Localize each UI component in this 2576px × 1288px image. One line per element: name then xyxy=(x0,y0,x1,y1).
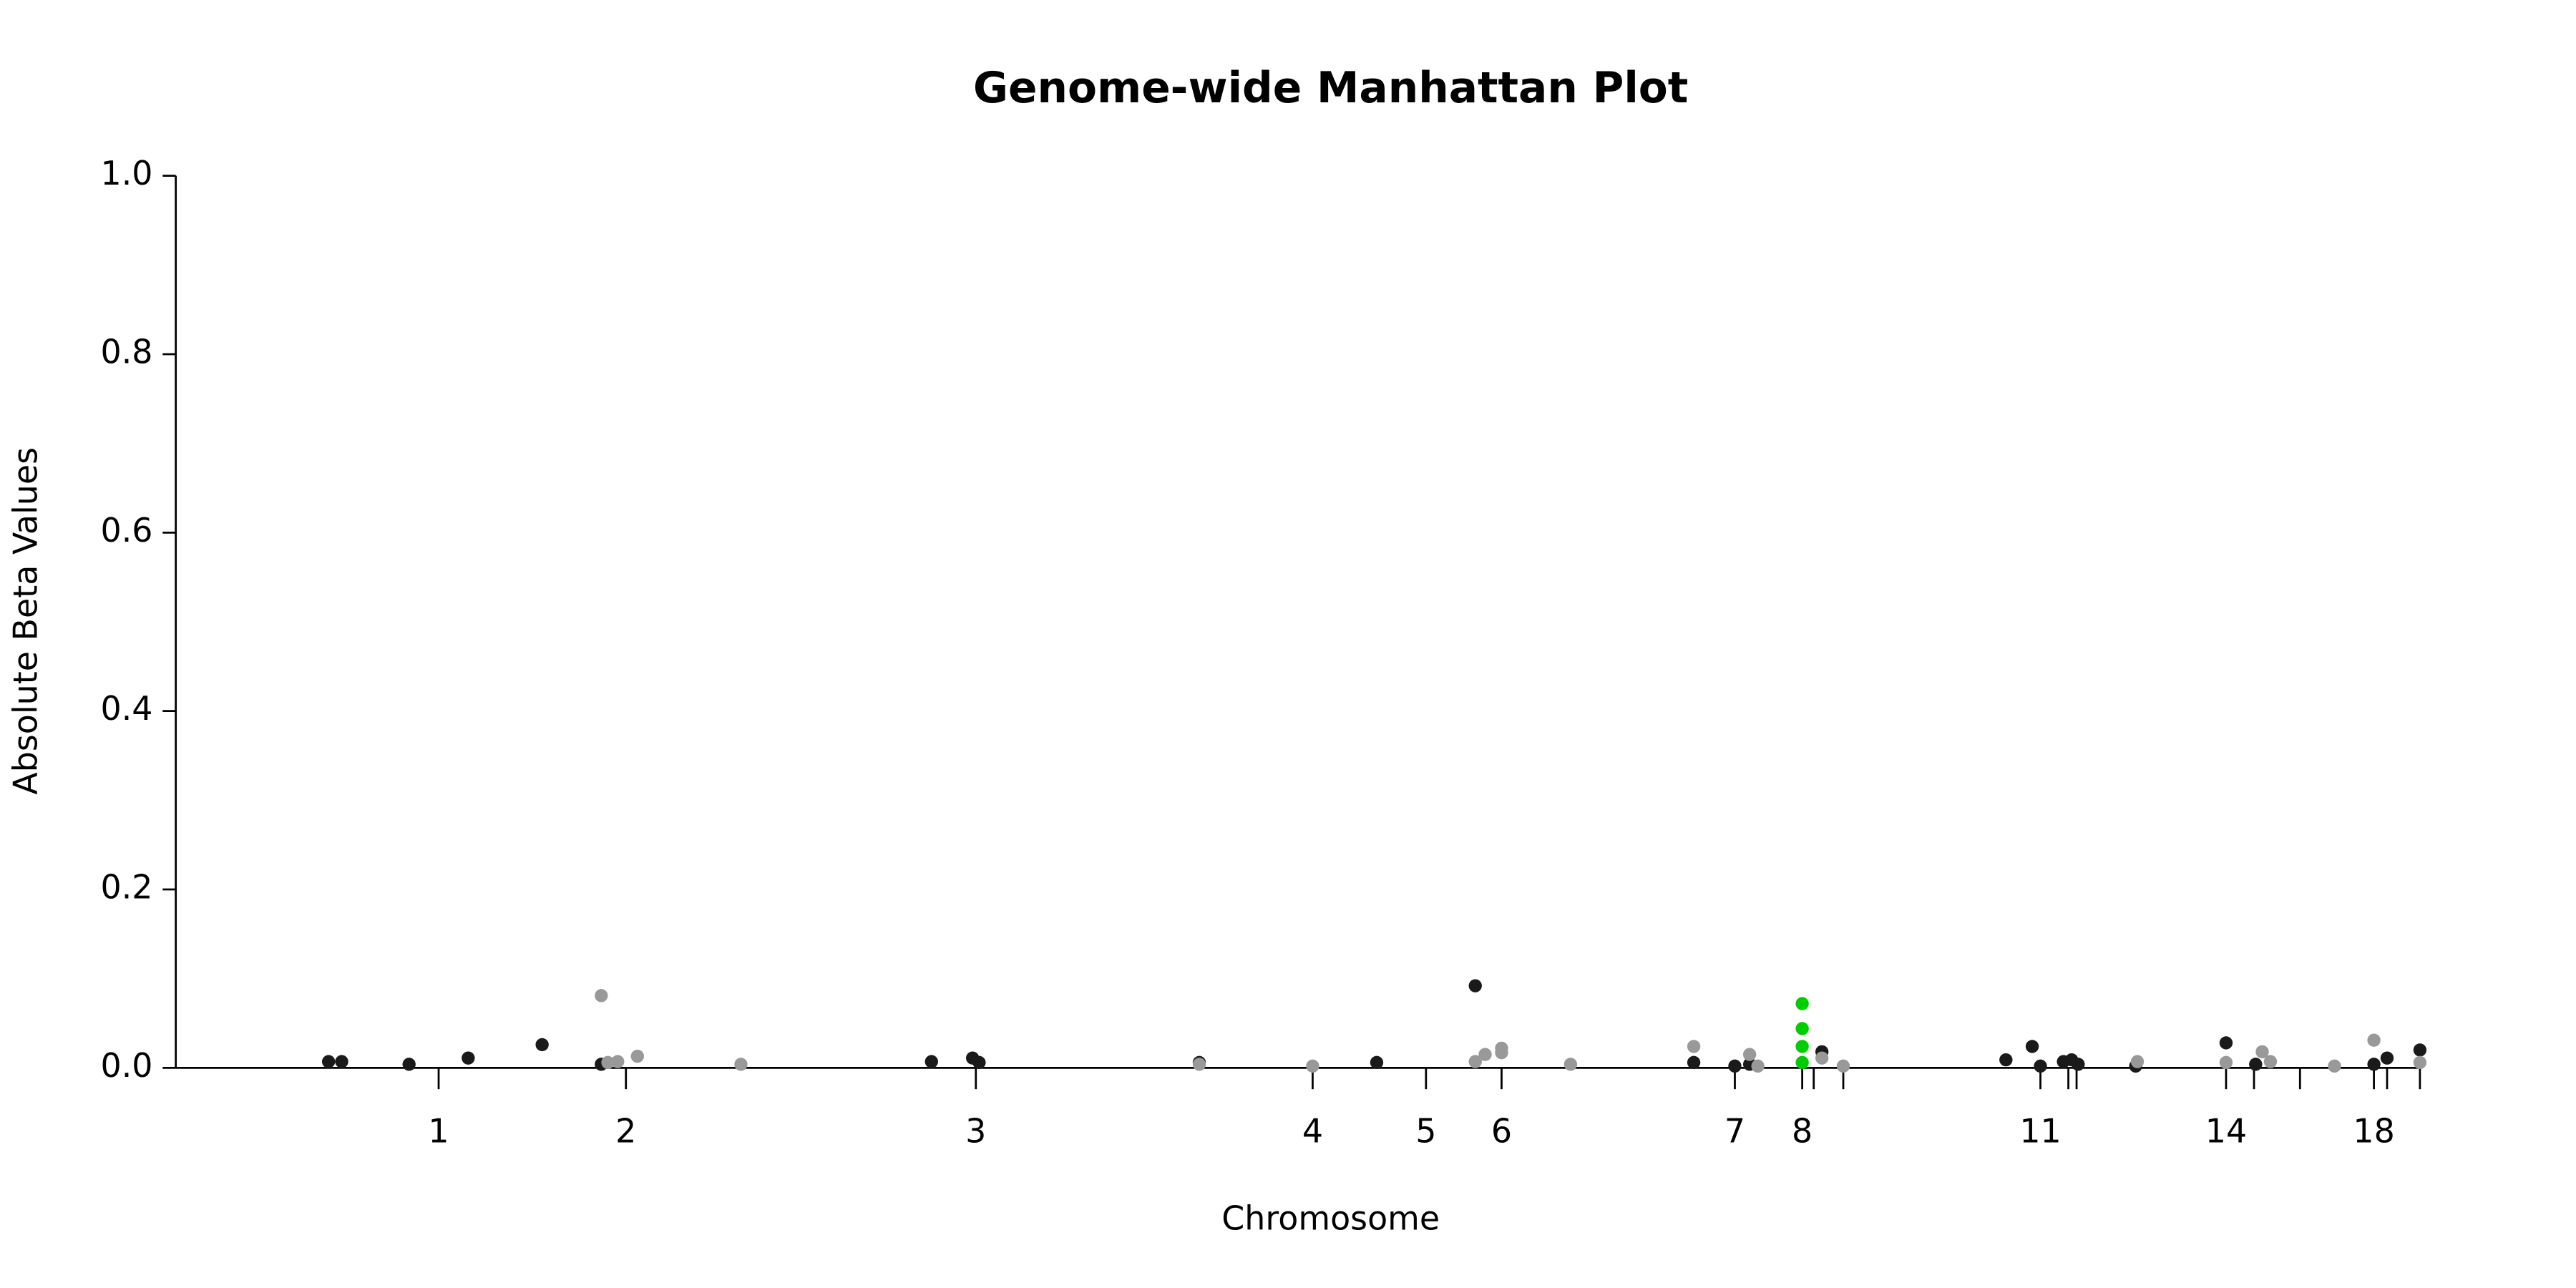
point xyxy=(1795,1055,1809,1070)
point xyxy=(2413,1055,2427,1070)
point xyxy=(1687,1055,1701,1070)
point xyxy=(1728,1059,1742,1073)
point xyxy=(2328,1059,2341,1073)
x-tick-label: 7 xyxy=(1724,1112,1745,1151)
y-tick-label: 0.8 xyxy=(101,333,153,371)
point xyxy=(595,989,608,1002)
point xyxy=(1751,1059,1765,1073)
point xyxy=(1687,1040,1701,1053)
point xyxy=(2219,1036,2233,1050)
point xyxy=(2413,1043,2427,1057)
point xyxy=(322,1055,336,1068)
y-axis-label: Absolute Beta Values xyxy=(6,447,45,795)
point xyxy=(2034,1059,2047,1073)
point xyxy=(734,1058,748,1071)
point xyxy=(2025,1040,2039,1053)
point xyxy=(972,1055,986,1070)
point xyxy=(2249,1058,2263,1071)
point xyxy=(1836,1059,1850,1073)
point xyxy=(1795,1022,1809,1035)
point xyxy=(1563,1058,1578,1071)
x-tick-label: 4 xyxy=(1302,1112,1323,1151)
y-tick-label: 0.6 xyxy=(101,511,153,550)
y-tick-label: 1.0 xyxy=(101,154,153,192)
point xyxy=(1192,1058,1206,1071)
x-tick-label: 14 xyxy=(2205,1112,2247,1151)
point xyxy=(1999,1053,2013,1067)
point xyxy=(2255,1045,2269,1059)
point xyxy=(1306,1059,1319,1073)
point xyxy=(601,1055,615,1070)
point xyxy=(1795,1040,1809,1053)
point xyxy=(2072,1058,2085,1071)
point xyxy=(630,1049,644,1063)
chart-title: Genome-wide Manhattan Plot xyxy=(973,64,1688,113)
x-tick-label: 2 xyxy=(615,1112,636,1151)
point xyxy=(462,1051,475,1065)
x-axis-label: Chromosome xyxy=(1221,1199,1440,1237)
point xyxy=(2367,1058,2381,1071)
point xyxy=(1478,1048,1492,1061)
x-tick-label: 5 xyxy=(1415,1112,1436,1151)
y-tick-label: 0.4 xyxy=(101,689,153,728)
x-tick-label: 6 xyxy=(1491,1112,1512,1151)
x-tick-label: 18 xyxy=(2353,1112,2394,1151)
point xyxy=(1815,1051,1829,1065)
point xyxy=(1370,1055,1384,1070)
point xyxy=(1468,979,1482,992)
point xyxy=(1468,1055,1482,1068)
point xyxy=(1795,997,1809,1010)
point xyxy=(611,1055,625,1068)
point xyxy=(2130,1055,2145,1068)
point xyxy=(924,1055,938,1068)
point xyxy=(1742,1048,1757,1061)
y-tick-label: 0.0 xyxy=(101,1046,153,1085)
point xyxy=(2367,1033,2381,1047)
point xyxy=(535,1038,549,1052)
x-tick-label: 1 xyxy=(428,1112,449,1151)
x-tick-label: 11 xyxy=(2019,1112,2061,1151)
point xyxy=(2219,1055,2233,1070)
point xyxy=(2380,1051,2394,1065)
y-tick-label: 0.2 xyxy=(101,868,153,907)
x-tick-label: 8 xyxy=(1792,1112,1813,1151)
x-tick-label: 3 xyxy=(965,1112,986,1151)
point xyxy=(402,1058,416,1071)
point xyxy=(335,1055,348,1068)
point xyxy=(2263,1055,2278,1068)
point xyxy=(1495,1045,1508,1060)
